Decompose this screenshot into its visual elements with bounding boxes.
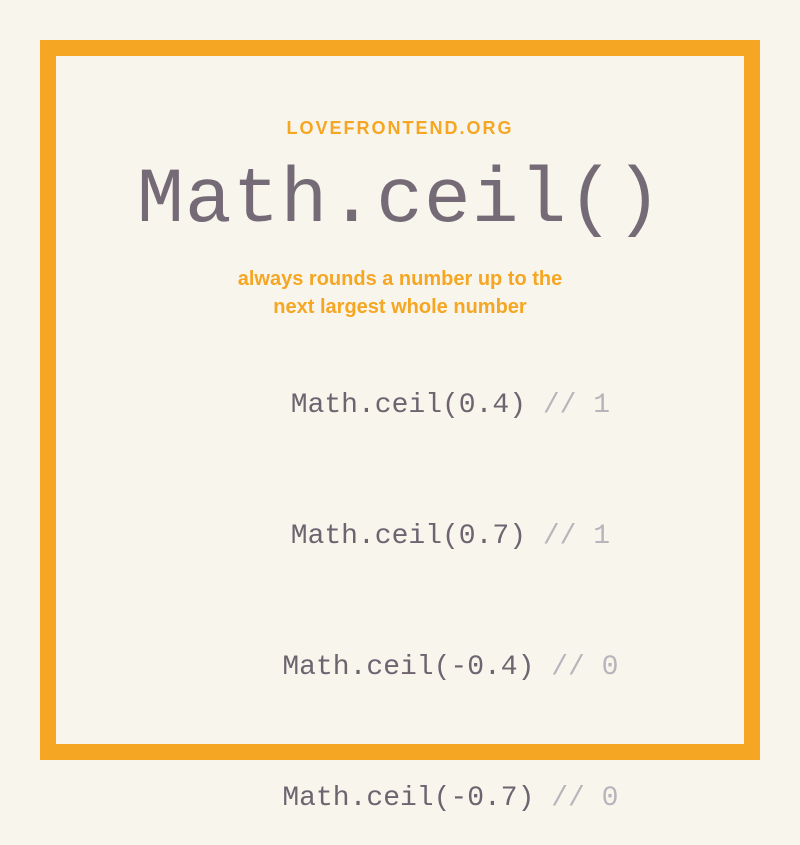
site-label: LOVEFRONTEND.ORG [286,118,513,139]
comment-text: // 0 [534,783,618,814]
function-subtitle: always rounds a number up to the next la… [220,265,580,321]
example-row: Math.ceil(0.4) // 1 [190,359,610,452]
example-row: Math.ceil(0.7) // 1 [190,490,610,583]
comment-text: // 1 [526,390,610,421]
card-frame: LOVEFRONTEND.ORG Math.ceil() always roun… [40,40,760,760]
code-text: Math.ceil(-0.4) [282,652,534,683]
comment-text: // 1 [526,521,610,552]
code-text: Math.ceil(-0.7) [282,783,534,814]
code-text: Math.ceil(0.4) [291,390,526,421]
example-row: Math.ceil(-0.7) // 0 [182,752,619,845]
example-row: Math.ceil(-0.4) // 0 [182,621,619,714]
examples-list: Math.ceil(0.4) // 1 Math.ceil(0.7) // 1 … [182,359,619,845]
comment-text: // 0 [534,652,618,683]
code-text: Math.ceil(0.7) [291,521,526,552]
function-title: Math.ceil() [137,157,663,245]
